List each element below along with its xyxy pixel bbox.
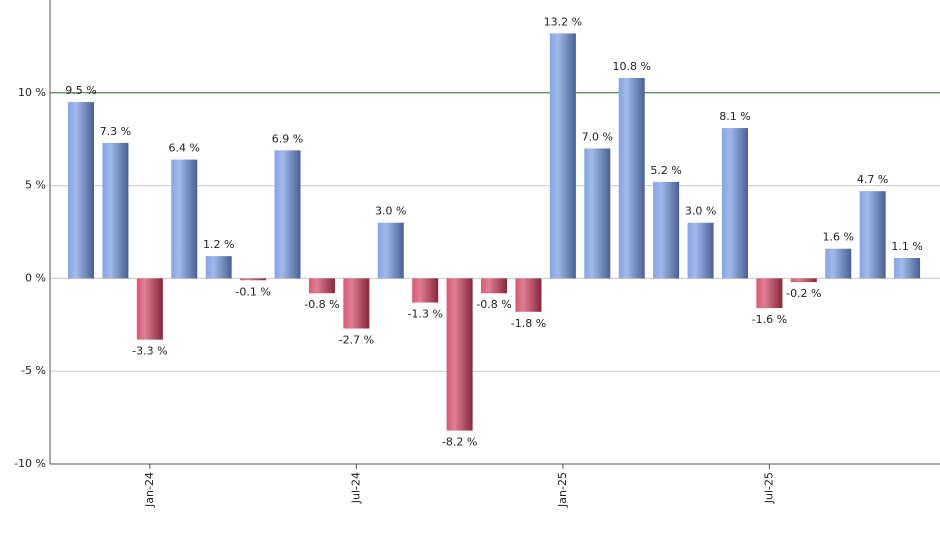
value-label: 1.2 % [203, 238, 234, 251]
bar [549, 33, 576, 279]
bar [68, 102, 94, 279]
bar [481, 278, 508, 294]
value-label: -1.8 % [511, 317, 546, 330]
bar [721, 128, 748, 279]
y-tick-label: 10 % [18, 86, 46, 99]
value-label: 6.4 % [169, 142, 200, 155]
bar [171, 159, 198, 279]
bar [515, 278, 542, 312]
y-tick-label: -10 % [14, 457, 46, 470]
y-tick-label: 0 % [25, 271, 46, 284]
bar [894, 257, 921, 279]
x-tick-label: Jul-25 [762, 472, 775, 504]
value-label: 6.9 % [272, 132, 303, 145]
value-label: 1.6 % [823, 231, 854, 244]
bar [687, 222, 714, 279]
bar [618, 77, 645, 279]
x-tick-label: Jan-25 [556, 472, 569, 508]
value-label: -2.7 % [339, 334, 374, 347]
bar [240, 278, 267, 281]
value-label: 9.5 % [65, 84, 96, 97]
value-label: 10.8 % [612, 60, 650, 73]
bar [377, 222, 404, 279]
value-label: -0.8 % [304, 298, 339, 311]
bar [343, 278, 370, 329]
value-label: -1.6 % [752, 313, 787, 326]
bar [102, 142, 129, 279]
value-label: -0.1 % [235, 285, 270, 298]
bar [412, 278, 439, 303]
value-label: -8.2 % [442, 436, 477, 449]
bar [859, 191, 886, 279]
value-label: 3.0 % [685, 205, 716, 218]
bar [790, 278, 817, 283]
value-label: 7.3 % [100, 125, 131, 138]
bar [584, 148, 611, 279]
x-tick-label: Jul-24 [349, 472, 362, 504]
value-label: -3.3 % [132, 345, 167, 358]
value-label: 5.2 % [650, 164, 681, 177]
value-label: -1.3 % [407, 308, 442, 321]
value-label: -0.2 % [786, 287, 821, 300]
bar [446, 278, 473, 431]
value-label: 3.0 % [375, 205, 406, 218]
bar [136, 278, 163, 340]
bar [274, 150, 301, 279]
y-tick-label: -5 % [21, 364, 46, 377]
bar [756, 278, 783, 309]
value-label: 1.1 % [891, 240, 922, 253]
value-label: 13.2 % [544, 15, 582, 28]
value-label: 7.0 % [582, 130, 613, 143]
bar [825, 248, 852, 279]
value-label: -0.8 % [476, 298, 511, 311]
value-label: 8.1 % [719, 110, 750, 123]
bar [205, 256, 232, 279]
y-tick-label: 5 % [25, 179, 46, 192]
x-tick-label: Jan-24 [143, 472, 156, 508]
bar [308, 278, 335, 294]
value-label: 4.7 % [857, 173, 888, 186]
bar [653, 181, 680, 279]
